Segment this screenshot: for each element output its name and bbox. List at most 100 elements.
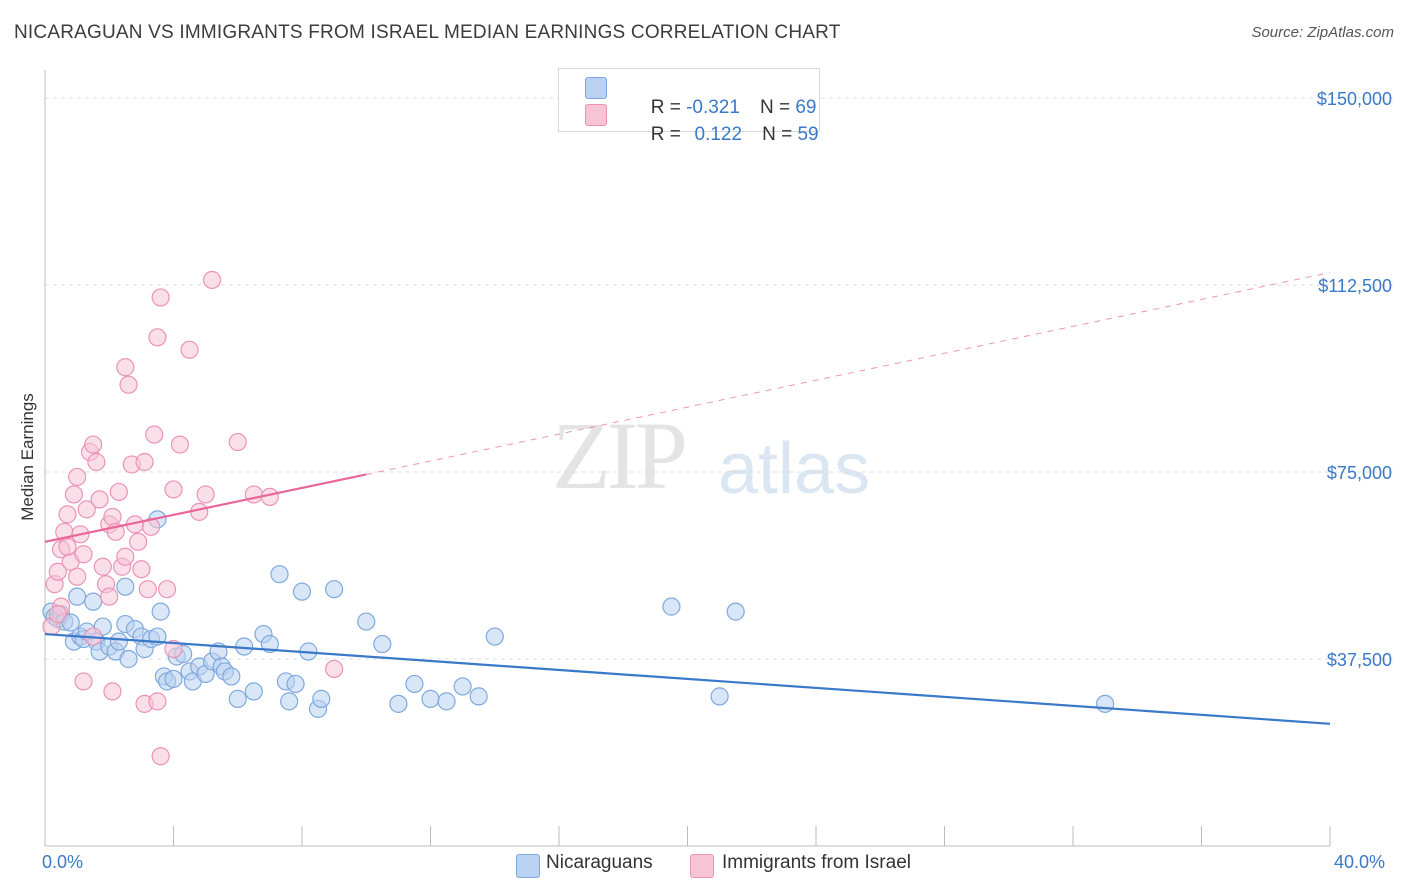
israel-point	[141, 517, 161, 536]
nicaraguan-point	[292, 582, 312, 601]
israel-point	[116, 358, 135, 377]
israel-point	[325, 659, 344, 679]
legend-label-israel: Immigrants from Israel	[722, 852, 911, 873]
nicaraguan-point	[453, 677, 472, 696]
israel-point	[180, 340, 199, 359]
nicaraguan-point	[68, 587, 87, 606]
nicaraguan-point	[222, 667, 241, 686]
israel-point	[103, 507, 122, 526]
x-tick-min: 0.0%	[42, 852, 84, 872]
pink-square-icon	[690, 854, 714, 878]
nicaraguan-trend-line	[44, 632, 1331, 725]
israel-point	[74, 545, 93, 564]
israel-point	[228, 432, 247, 452]
nicaraguan-point	[325, 580, 344, 599]
r-label: R =	[650, 124, 687, 145]
israel-point	[116, 547, 135, 566]
israel-point	[157, 580, 177, 599]
israel-point	[202, 270, 222, 290]
israel-point	[87, 452, 106, 472]
x-tick-max: 40.0%	[1334, 852, 1386, 872]
israel-point	[64, 485, 84, 504]
r-label: R =	[650, 97, 687, 118]
israel-point	[148, 328, 167, 347]
nicaraguan-point	[485, 627, 504, 646]
n-value-israel: 59	[797, 124, 819, 145]
israel-point	[103, 682, 122, 701]
israel-point	[84, 435, 103, 454]
nicaraguan-point	[286, 674, 305, 694]
y-tick-label: $37,500	[1327, 650, 1392, 670]
nicaraguan-point	[270, 565, 289, 584]
nicaraguan-point	[373, 634, 392, 654]
pink-swatch-icon	[585, 104, 607, 126]
correlation-legend: R = -0.321 N = 69 R = 0.122 N = 59	[558, 68, 820, 145]
nicaraguan-point	[726, 602, 745, 621]
nicaraguan-point	[109, 632, 128, 651]
nicaraguan-point	[228, 689, 247, 708]
nicaraguan-point	[61, 613, 80, 632]
nicaraguan-point	[116, 577, 135, 596]
nicaraguan-point	[312, 689, 331, 708]
nicaraguan-point	[151, 602, 170, 621]
n-label: N =	[759, 97, 796, 118]
israel-point	[100, 587, 119, 606]
israel-point	[135, 452, 154, 472]
israel-point	[119, 375, 138, 394]
y-tick-label: $112,500	[1318, 276, 1392, 296]
israel-point	[190, 502, 209, 521]
n-label: N =	[762, 124, 798, 145]
nicaraguan-point	[84, 592, 103, 611]
blue-swatch-icon	[585, 77, 607, 99]
y-axis-label: Median Earnings	[18, 393, 37, 521]
israel-point	[164, 639, 183, 659]
israel-point	[58, 537, 77, 556]
israel-point	[77, 500, 96, 519]
nicaraguan-point	[280, 692, 299, 711]
nicaraguan-point	[469, 687, 488, 706]
r-value-nicaraguans: -0.321	[686, 97, 740, 118]
nicaraguan-point	[260, 634, 279, 654]
israel-point	[164, 480, 183, 499]
israel-point	[58, 505, 77, 524]
source-credit: Source: ZipAtlas.com	[1251, 24, 1394, 41]
nicaraguan-point	[710, 687, 729, 706]
watermark-zip: ZIP	[552, 402, 688, 509]
israel-point	[48, 605, 67, 624]
chart-title: NICARAGUAN VS IMMIGRANTS FROM ISRAEL MED…	[14, 22, 841, 43]
blue-square-icon	[516, 854, 540, 878]
nicaraguan-point	[405, 674, 424, 694]
nicaraguan-point	[437, 692, 456, 711]
nicaraguan-point	[164, 669, 183, 689]
nicaraguan-point	[389, 694, 408, 713]
nicaraguan-point	[662, 597, 681, 616]
israel-point	[74, 672, 93, 691]
israel-point	[148, 692, 167, 711]
israel-point	[68, 567, 87, 586]
legend-label-nicaraguans: Nicaraguans	[546, 852, 653, 873]
israel-trend-line	[44, 473, 367, 543]
israel-point	[196, 485, 215, 504]
israel-point	[109, 482, 128, 502]
israel-point	[129, 532, 148, 551]
israel-trend-extension	[366, 272, 1331, 475]
nicaraguan-point	[421, 689, 440, 708]
r-value-israel: 0.122	[694, 124, 743, 145]
israel-point	[145, 425, 164, 444]
watermark-atlas: atlas	[718, 429, 871, 509]
nicaraguan-point	[1096, 694, 1115, 713]
nicaraguan-point	[357, 612, 376, 631]
nicaraguan-point	[244, 682, 263, 701]
israel-point	[138, 580, 157, 599]
israel-point	[132, 560, 151, 579]
israel-point	[151, 288, 170, 307]
israel-point	[170, 435, 190, 454]
nicaraguan-point	[119, 649, 138, 669]
israel-point	[68, 467, 87, 487]
israel-point	[48, 562, 67, 581]
n-value-nicaraguans: 69	[795, 97, 817, 118]
israel-point	[93, 557, 112, 576]
y-tick-label: $150,000	[1317, 89, 1392, 109]
israel-point	[90, 490, 109, 509]
